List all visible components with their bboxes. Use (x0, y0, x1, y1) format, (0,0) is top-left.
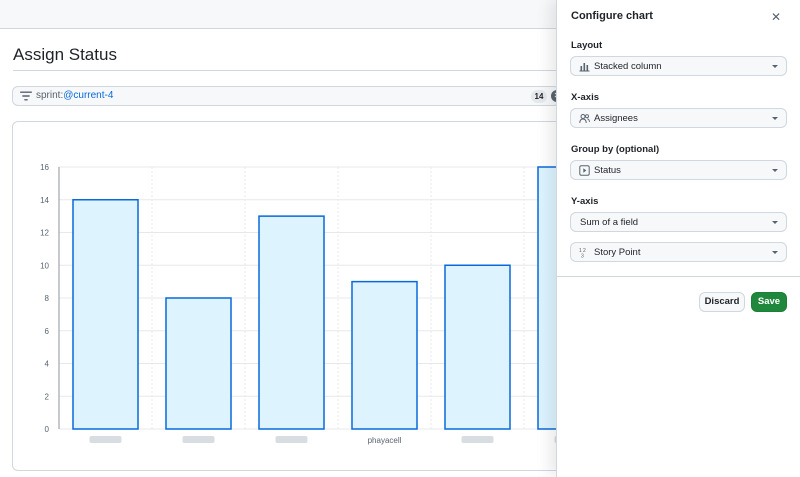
blurred-x-tick-label (461, 436, 494, 443)
y-tick-label: 16 (40, 163, 49, 172)
people-icon (579, 114, 590, 124)
filter-qualifier: sprint: (36, 90, 64, 101)
chevron-down-icon (772, 169, 778, 172)
y-axis-aggregation-select[interactable]: Sum of a field (570, 212, 787, 232)
bar-chart: 0 2 4 6 8 10 12 14 16 phayacell (40, 163, 571, 445)
group-by-select[interactable]: Status (570, 160, 787, 180)
group-by-label: Group by (optional) (571, 144, 660, 155)
y-tick-label: 6 (45, 327, 50, 336)
chart-card: 0 2 4 6 8 10 12 14 16 phayacell (12, 121, 572, 471)
chevron-down-icon (772, 251, 778, 254)
x-axis-label: X-axis (571, 92, 599, 103)
filter-result-count: 14 (531, 90, 547, 103)
page-title: Assign Status (13, 45, 117, 64)
bar (72, 199, 139, 430)
discard-button[interactable]: Discard (699, 292, 745, 312)
bar (258, 215, 325, 430)
bar (444, 264, 511, 430)
panel-title: Configure chart (571, 10, 653, 22)
layout-label: Layout (571, 40, 603, 51)
x-tick-label: phayacell (368, 436, 402, 445)
y-axis-label: Y-axis (571, 196, 599, 207)
chevron-down-icon (772, 221, 778, 224)
graph-icon (579, 63, 590, 72)
bar (165, 297, 232, 430)
y-axis-aggregation-value: Sum of a field (580, 217, 639, 228)
layout-value: Stacked column (594, 61, 662, 72)
group-by-value: Status (594, 165, 621, 176)
bar (351, 280, 418, 430)
y-tick-label: 10 (40, 261, 49, 270)
filter-query[interactable]: sprint:@current-4 (36, 90, 113, 101)
svg-text:1: 1 (579, 248, 582, 254)
y-tick-label: 12 (40, 229, 49, 238)
y-axis-field-value: Story Point (594, 247, 641, 258)
number-icon: 1 2 3 (579, 248, 586, 259)
y-tick-label: 14 (40, 196, 49, 205)
filter-value: @current-4 (63, 90, 114, 101)
x-axis-value: Assignees (594, 113, 638, 124)
layout-select[interactable]: Stacked column (570, 56, 787, 76)
title-divider (13, 70, 573, 71)
chevron-down-icon (772, 65, 778, 68)
save-button[interactable]: Save (751, 292, 787, 312)
y-tick-label: 2 (45, 392, 50, 401)
blurred-x-tick-label (275, 436, 308, 443)
close-icon[interactable]: ✕ (770, 10, 782, 24)
blurred-x-tick-label (182, 436, 215, 443)
filter-icon (20, 91, 32, 101)
y-tick-label: 0 (45, 425, 50, 434)
y-tick-label: 8 (45, 294, 50, 303)
blurred-x-tick-label (89, 436, 122, 443)
y-tick-label: 4 (45, 360, 50, 369)
configure-chart-panel: Configure chart ✕ Layout Stacked column … (556, 0, 800, 477)
svg-text:3: 3 (581, 254, 584, 259)
chevron-down-icon (772, 117, 778, 120)
filter-bar[interactable]: sprint:@current-4 14 ✕ (12, 86, 563, 106)
y-axis-field-select[interactable]: 1 2 3 Story Point (570, 242, 787, 262)
x-axis-select[interactable]: Assignees (570, 108, 787, 128)
svg-text:2: 2 (583, 248, 586, 254)
panel-divider (557, 276, 800, 277)
single-select-icon (579, 165, 590, 176)
